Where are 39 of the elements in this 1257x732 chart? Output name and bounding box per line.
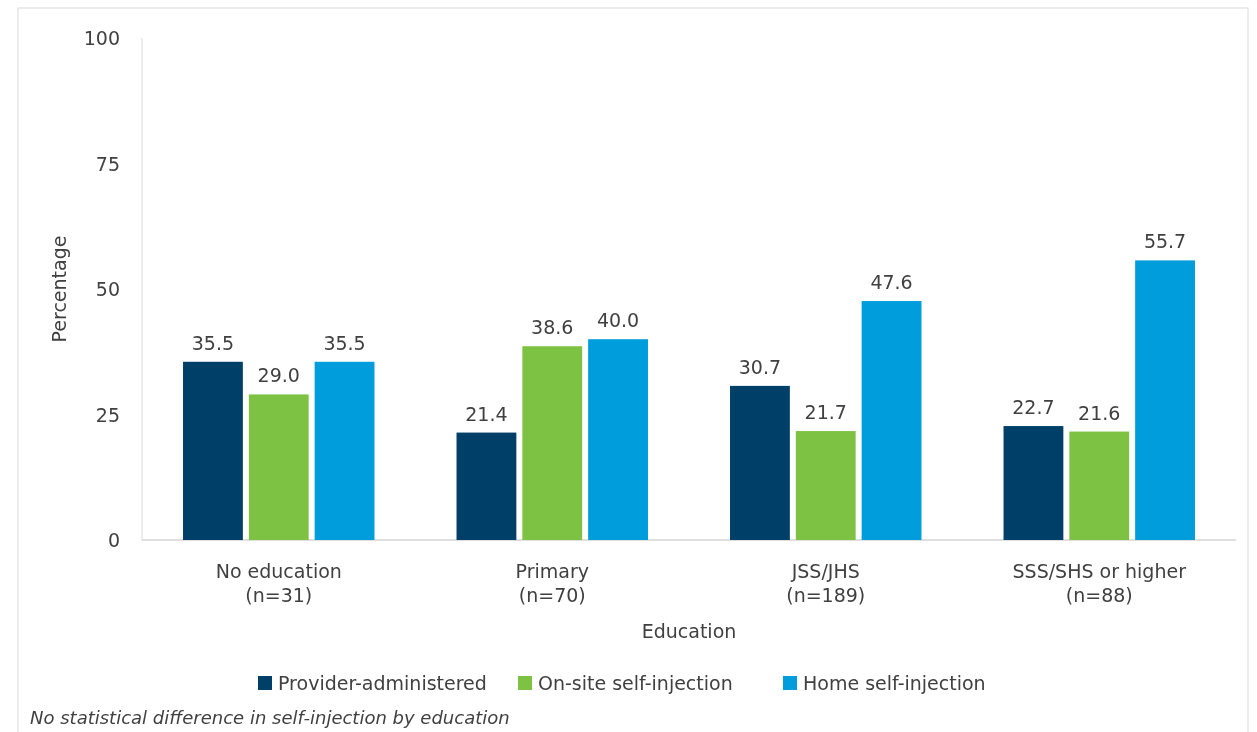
- bar: [522, 346, 583, 540]
- data-label: 40.0: [596, 309, 640, 332]
- x-tick-label: SSS/SHS or higher (n=88): [1012, 560, 1187, 606]
- bar: [1135, 260, 1195, 540]
- bar: [1069, 431, 1130, 540]
- x-tick-label: No education (n=31): [215, 560, 342, 606]
- legend-label: On-site self-injection: [538, 672, 733, 694]
- data-label: 21.4: [465, 402, 508, 425]
- legend-label: Provider-administered: [278, 672, 487, 694]
- data-label: 38.6: [531, 316, 574, 339]
- data-label: 35.5: [191, 331, 235, 354]
- data-label: 35.5: [323, 331, 366, 354]
- bar: [588, 339, 648, 540]
- x-tick-label: JSS/JHS (n=189): [786, 560, 866, 606]
- text: No statistical difference in self-injection by education: [30, 707, 510, 728]
- data-label: 21.6: [1078, 401, 1121, 424]
- data-label: 47.6: [870, 271, 913, 294]
- data-label: 22.7: [1012, 396, 1055, 419]
- bar: [183, 361, 243, 540]
- data-label: 29.0: [257, 364, 300, 387]
- bar: [456, 432, 517, 540]
- legend-label: Home self-injection: [803, 672, 986, 694]
- y-tick-label: 50: [95, 278, 120, 300]
- bar: [314, 361, 375, 540]
- data-label: 21.7: [804, 401, 847, 424]
- y-axis-title: Percentage: [48, 235, 70, 343]
- x-tick-label: Primary (n=70): [515, 560, 589, 606]
- data-label: 30.7: [738, 355, 782, 378]
- bar: [730, 385, 790, 540]
- y-tick-label: 100: [83, 27, 120, 49]
- y-tick-label: 75: [95, 152, 120, 175]
- y-tick-label: 25: [95, 403, 120, 426]
- bar: [248, 394, 309, 540]
- bar: [1003, 426, 1064, 540]
- x-axis-title: Education: [641, 620, 737, 642]
- bar: [795, 431, 856, 540]
- bar: [861, 301, 922, 540]
- y-tick-label: 0: [107, 529, 120, 551]
- data-label: 55.7: [1143, 230, 1187, 253]
